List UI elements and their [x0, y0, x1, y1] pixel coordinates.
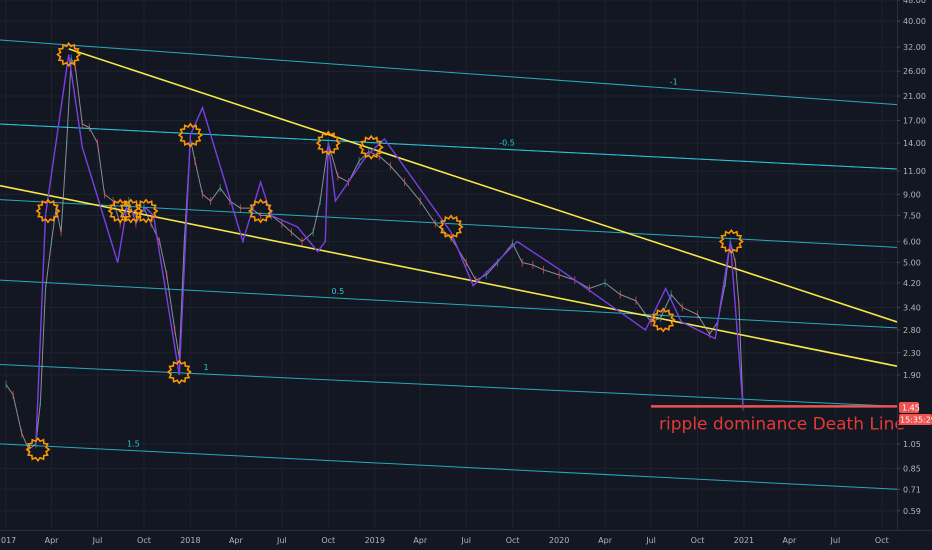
y-tick-label-4: 21.00	[903, 92, 926, 101]
x-tick-label-4: 2018	[180, 536, 200, 545]
death-line-group: ripple dominance Death Line	[651, 405, 905, 434]
pivot-marker-ring-2	[56, 42, 82, 68]
pivot-marker-6	[166, 359, 192, 385]
x-axis[interactable]: 2017 Apr Jul Oct 2018 Apr Jul Oct 2019 Apr Jul Oct 2…	[0, 536, 889, 545]
y-tick-label-20: 0.59	[903, 507, 921, 516]
lower-trendline	[0, 184, 898, 367]
pivot-marker-ring-6	[166, 359, 192, 385]
pivot-marker-ring-4	[118, 198, 144, 224]
x-tick-label-2: Jul	[92, 536, 103, 545]
x-tick-label-16: 2021	[734, 536, 754, 545]
x-tick-label-1: Apr	[45, 536, 60, 545]
x-tick-label-7: Oct	[321, 536, 335, 545]
y-tick-label-7: 11.00	[903, 167, 926, 176]
pivot-marker-11	[438, 214, 464, 240]
y-tick-label-5: 17.00	[903, 117, 926, 126]
pivot-marker-ring-5	[133, 198, 159, 224]
channel-label-6: 1.5	[127, 440, 140, 449]
pivot-marker-12	[650, 307, 676, 333]
y-tick-label-1: 40.00	[903, 17, 926, 26]
x-tick-label-0: 2017	[0, 536, 16, 545]
x-tick-label-15: Oct	[691, 536, 705, 545]
y-tick-label-3: 26.00	[903, 67, 926, 76]
pivot-marker-ring-0	[25, 436, 51, 463]
x-tick-label-11: Oct	[506, 536, 520, 545]
y-tick-label-17: 1.05	[903, 440, 921, 449]
y-tick-label-13: 3.40	[903, 303, 921, 312]
pivot-marker-5	[133, 198, 159, 224]
last-price-tags: 1.45 15:35:29	[899, 402, 932, 425]
y-tick-label-2: 32.00	[903, 43, 926, 52]
pivot-marker-ring-9	[315, 130, 341, 156]
channel-line-0	[0, 39, 898, 106]
x-tick-label-17: Apr	[782, 536, 797, 545]
x-tick-label-10: Jul	[460, 536, 471, 545]
channel-label-2: -0.5	[499, 138, 515, 147]
channel-label-5: 1	[204, 363, 209, 372]
x-tick-label-9: Apr	[413, 536, 428, 545]
pivot-marker-ring-11	[438, 214, 464, 240]
pivot-marker-4	[118, 198, 144, 224]
x-tick-label-8: 2019	[365, 536, 385, 545]
pivot-marker-ring-10	[358, 134, 384, 160]
y-axis[interactable]: 48.00 40.00 32.00 26.00 21.00 17.00 14.00 11.00…	[897, 0, 926, 516]
price-line	[5, 56, 744, 451]
y-tick-label-8: 9.00	[903, 190, 921, 199]
y-tick-label-6: 14.00	[903, 139, 926, 148]
death-line-label: ripple dominance Death Line	[659, 414, 905, 434]
trendlines	[0, 48, 898, 367]
last-price-box	[899, 402, 919, 413]
x-tick-label-14: Jul	[645, 536, 656, 545]
countdown-box	[899, 414, 932, 425]
pivot-markers	[25, 42, 744, 463]
pivot-marker-ring-1	[35, 198, 61, 224]
x-tick-label-19: Oct	[875, 536, 889, 545]
channel-line-6	[0, 443, 898, 490]
y-tick-label-14: 2.80	[903, 326, 921, 335]
y-tick-label-15: 2.30	[903, 349, 921, 358]
last-price-label: 1.45	[902, 404, 920, 413]
channel-line-3	[0, 199, 898, 248]
pivot-marker-8	[248, 198, 274, 224]
y-tick-label-18: 0.85	[903, 464, 921, 473]
channel-label-0: -1	[670, 78, 678, 87]
channel-line-5	[0, 363, 898, 407]
pivot-marker-13	[718, 228, 744, 255]
y-tick-label-10: 6.00	[903, 237, 921, 246]
pivot-marker-2	[56, 42, 82, 68]
x-tick-label-5: Apr	[229, 536, 244, 545]
channel-lines: -1 -0.5 0.5 1 1.5	[0, 39, 898, 490]
x-tick-label-3: Oct	[137, 536, 151, 545]
pivot-marker-7	[177, 122, 203, 148]
upper-trendline	[68, 48, 898, 323]
x-tick-label-6: Jul	[276, 536, 287, 545]
pivot-marker-10	[358, 134, 384, 160]
pivot-marker-1	[35, 198, 61, 224]
pivot-marker-ring-8	[248, 198, 274, 224]
channel-line-4	[0, 279, 898, 329]
y-tick-label-19: 0.71	[903, 485, 921, 494]
pivot-marker-ring-12	[650, 307, 676, 333]
pivot-marker-9	[315, 130, 341, 156]
y-tick-label-12: 4.20	[903, 279, 921, 288]
pivot-marker-ring-7	[177, 122, 203, 148]
y-tick-label-16: 1.90	[903, 371, 921, 380]
pivot-marker-0	[25, 436, 51, 463]
x-tick-label-18: Jul	[830, 536, 841, 545]
x-tick-label-12: 2020	[549, 536, 569, 545]
y-tick-label-9: 7.50	[903, 212, 921, 221]
channel-label-4: 0.5	[332, 287, 345, 296]
x-tick-label-13: Apr	[598, 536, 613, 545]
channel-line-2	[0, 123, 898, 170]
pivot-marker-ring-13	[718, 228, 744, 255]
y-tick-label-11: 5.00	[903, 259, 921, 268]
y-tick-label-0: 48.00	[903, 0, 926, 5]
countdown-label: 15:35:29	[900, 416, 932, 425]
